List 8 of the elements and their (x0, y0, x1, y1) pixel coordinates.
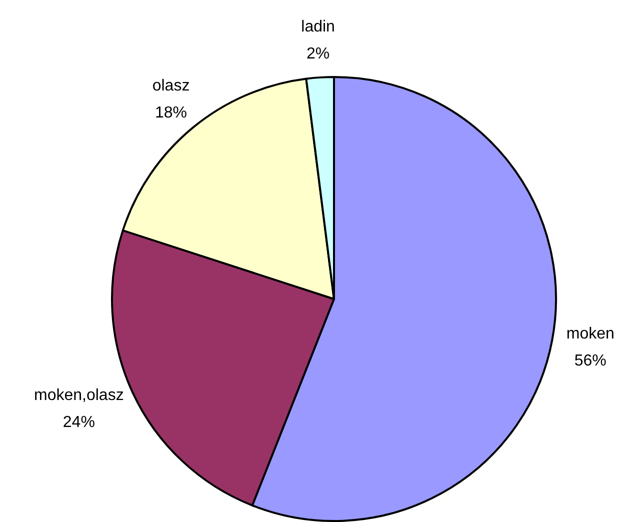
slice-label: moken (566, 325, 614, 342)
data-label: 24% (62, 414, 95, 432)
data-label: 18% (155, 104, 188, 122)
slice-label: olasz (152, 77, 190, 94)
slice-label: moken,olasz (34, 387, 124, 404)
data-label: 2% (306, 45, 330, 62)
data-label: 56% (574, 352, 606, 370)
slice-label: ladin (301, 18, 335, 36)
